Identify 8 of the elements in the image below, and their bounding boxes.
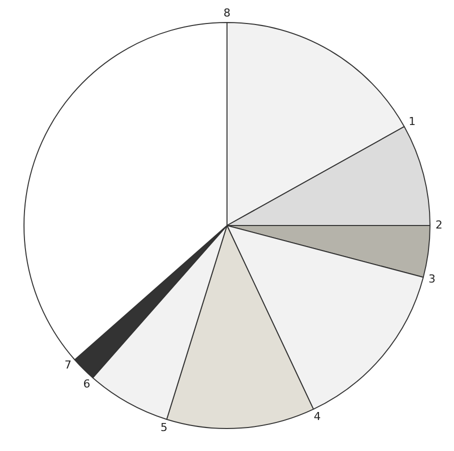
- slice-label: 4: [314, 410, 321, 424]
- slice-label: 2: [436, 218, 442, 232]
- slice-label: 6: [83, 377, 90, 390]
- slice-label: 3: [428, 272, 436, 286]
- slice-label: 7: [64, 358, 72, 372]
- slice-label: 1: [408, 115, 416, 128]
- slice-label: 5: [160, 420, 168, 434]
- slice-label: 8: [224, 6, 230, 20]
